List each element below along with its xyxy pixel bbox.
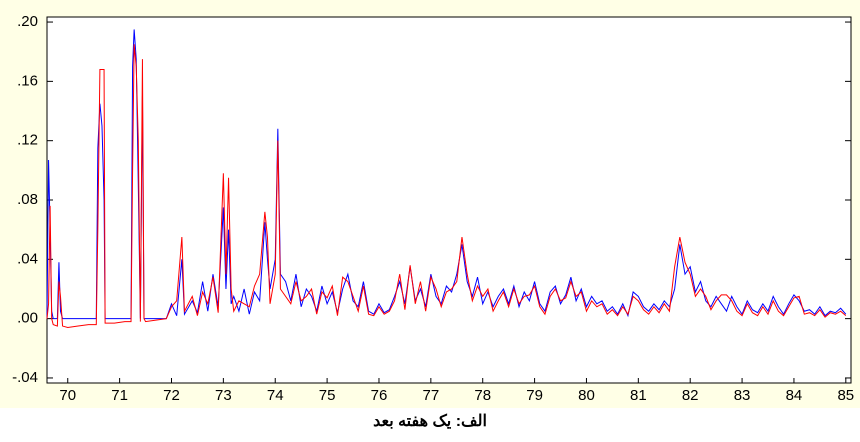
x-tick-label: 70 [59, 387, 76, 404]
plot-area [46, 16, 852, 384]
x-tick-label: 82 [682, 387, 699, 404]
x-tick-label: 74 [267, 387, 284, 404]
y-tick-label: .16 [17, 72, 38, 89]
y-tick-label: .00 [17, 310, 38, 327]
series-line [46, 29, 847, 320]
x-tick-label: 71 [111, 387, 128, 404]
y-tick-label: -.04 [12, 369, 38, 386]
x-tick-label: 73 [215, 387, 232, 404]
x-tick-label: 84 [786, 387, 803, 404]
caption: الف: یک هفته بعد [373, 413, 487, 430]
x-tick-label: 85 [837, 387, 854, 404]
x-tick-label: 78 [474, 387, 491, 404]
x-tick-label: 83 [734, 387, 751, 404]
x-tick-label: 75 [319, 387, 336, 404]
x-tick-label: 76 [371, 387, 388, 404]
x-tick-label: 81 [630, 387, 647, 404]
y-tick-label: .20 [17, 13, 38, 30]
y-tick-label: .12 [17, 132, 38, 149]
x-tick-label: 77 [423, 387, 440, 404]
y-tick-label: .08 [17, 191, 38, 208]
x-tick-label: 80 [578, 387, 595, 404]
y-tick-label: .04 [17, 250, 38, 267]
series-line [46, 44, 847, 329]
x-tick-label: 79 [526, 387, 543, 404]
x-tick-label: 72 [163, 387, 180, 404]
